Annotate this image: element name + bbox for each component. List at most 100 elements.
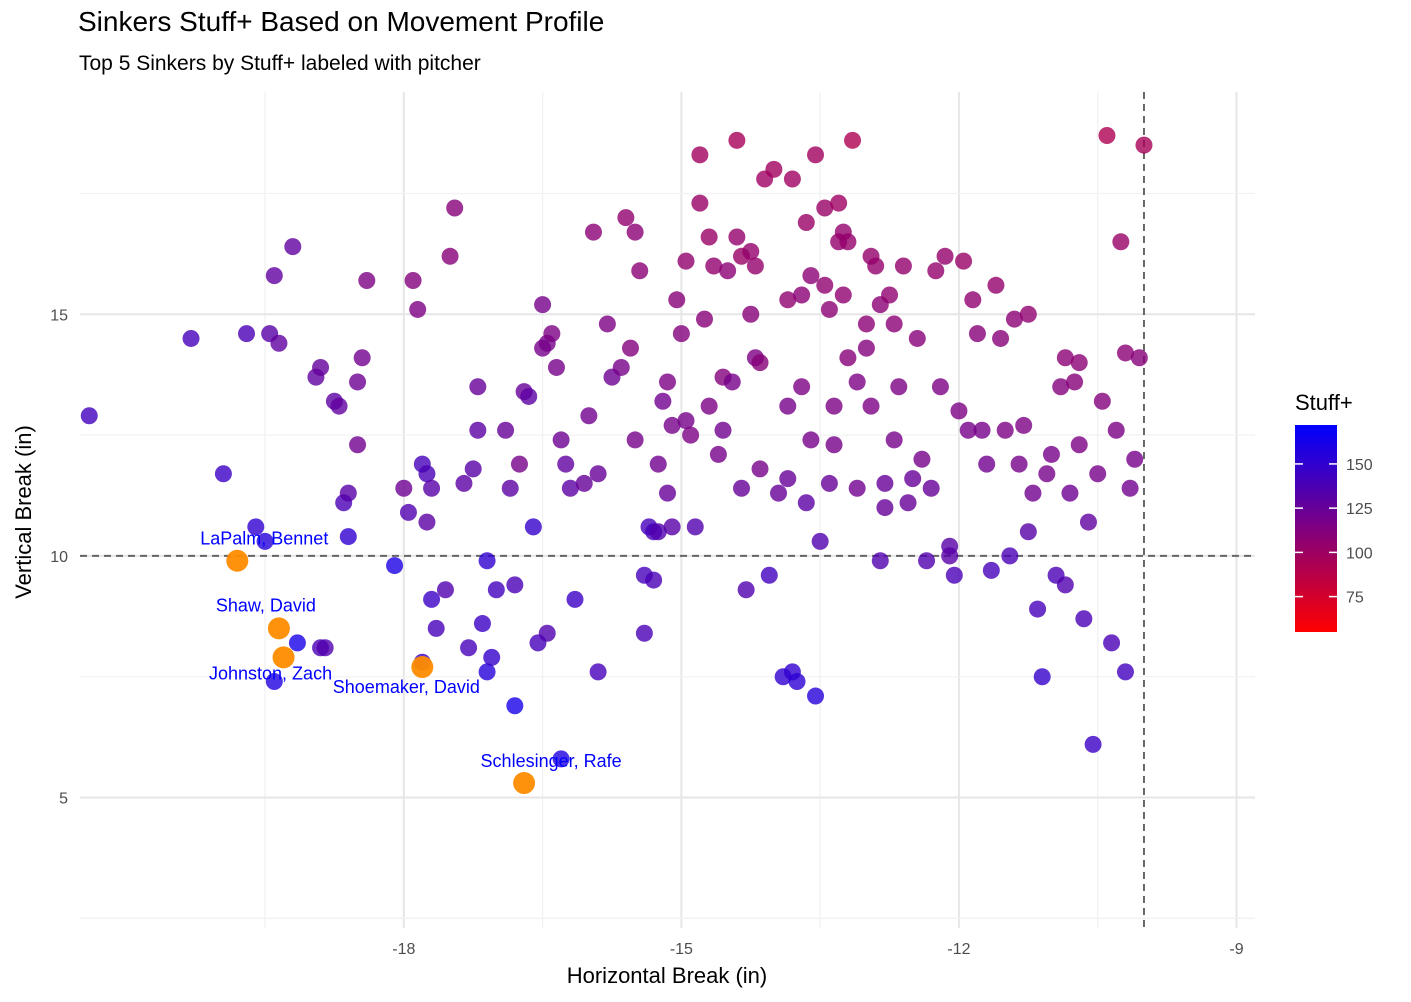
data-point [598, 315, 616, 333]
data-point [890, 378, 908, 396]
data-point [589, 465, 607, 483]
data-point [1126, 450, 1144, 468]
data-point [922, 479, 940, 497]
data-point [1052, 378, 1070, 396]
highlighted-point [411, 656, 434, 679]
data-point [848, 373, 866, 391]
data-point [575, 474, 593, 492]
data-point [561, 479, 579, 497]
data-point [677, 252, 695, 270]
x-tick-label: -15 [670, 941, 693, 958]
data-point [510, 455, 528, 473]
data-point [1019, 523, 1037, 541]
data-point [1121, 479, 1139, 497]
data-point [524, 518, 542, 536]
data-point [1116, 663, 1134, 681]
legend-tick-label: 100 [1346, 545, 1373, 562]
data-point [728, 228, 746, 246]
data-point [427, 619, 445, 637]
data-point [1056, 349, 1074, 367]
data-point [857, 315, 875, 333]
data-point [418, 513, 436, 531]
data-point [982, 561, 1000, 579]
data-point [1130, 349, 1148, 367]
data-point [797, 494, 815, 512]
data-point [700, 397, 718, 415]
data-point [1098, 126, 1116, 144]
data-point [941, 547, 959, 565]
data-point [876, 474, 894, 492]
data-point [557, 455, 575, 473]
data-point [423, 479, 441, 497]
data-point [867, 257, 885, 275]
data-point [552, 431, 570, 449]
data-point [899, 494, 917, 512]
data-point [779, 291, 797, 309]
data-point [589, 663, 607, 681]
data-point [520, 387, 538, 405]
data-point [825, 436, 843, 454]
data-point [473, 615, 491, 633]
data-point [584, 223, 602, 241]
data-point [214, 465, 232, 483]
data-point [1107, 421, 1125, 439]
data-point [663, 416, 681, 434]
data-point [288, 634, 306, 652]
data-point [825, 397, 843, 415]
data-point [876, 499, 894, 517]
data-point [80, 407, 98, 425]
data-point [1089, 465, 1107, 483]
data-point [839, 233, 857, 251]
data-point [904, 470, 922, 488]
data-point [968, 325, 986, 343]
data-point [654, 392, 672, 410]
data-point [737, 581, 755, 599]
data-point [1079, 513, 1097, 531]
data-point [820, 474, 838, 492]
data-point [506, 697, 524, 715]
data-point [506, 576, 524, 594]
data-point [955, 252, 973, 270]
data-point [978, 455, 996, 473]
data-point [751, 460, 769, 478]
data-point [404, 271, 422, 289]
data-point [723, 373, 741, 391]
data-point [714, 421, 732, 439]
data-point [733, 479, 751, 497]
data-point [663, 518, 681, 536]
data-point [871, 552, 889, 570]
data-point [945, 566, 963, 584]
data-point [668, 291, 686, 309]
data-point [950, 402, 968, 420]
pitcher-label: Johnston, Zach [209, 663, 332, 683]
data-point [908, 329, 926, 347]
data-point [626, 431, 644, 449]
data-point [802, 267, 820, 285]
data-point [265, 267, 283, 285]
data-point [992, 329, 1010, 347]
highlighted-point [226, 549, 249, 572]
data-point [1061, 484, 1079, 502]
reference-lines [80, 92, 1255, 928]
data-point [487, 581, 505, 599]
data-point [1075, 610, 1093, 628]
data-point [751, 354, 769, 372]
data-point [1005, 310, 1023, 328]
legend-tick-label: 75 [1346, 590, 1364, 607]
highlighted-point [513, 772, 536, 795]
data-point [728, 131, 746, 149]
data-point [469, 421, 487, 439]
data-point [830, 194, 848, 212]
x-tick-label: -12 [947, 941, 970, 958]
data-point [913, 450, 931, 468]
data-point [423, 590, 441, 608]
pitcher-label: Schlesinger, Rafe [481, 751, 622, 771]
data-point [409, 300, 427, 318]
legend-tick-label: 150 [1346, 457, 1373, 474]
data-point [936, 247, 954, 265]
data-point [441, 247, 459, 265]
highlighted-point [272, 646, 295, 669]
data-point [839, 349, 857, 367]
data-point [1010, 455, 1028, 473]
data-point [649, 523, 667, 541]
